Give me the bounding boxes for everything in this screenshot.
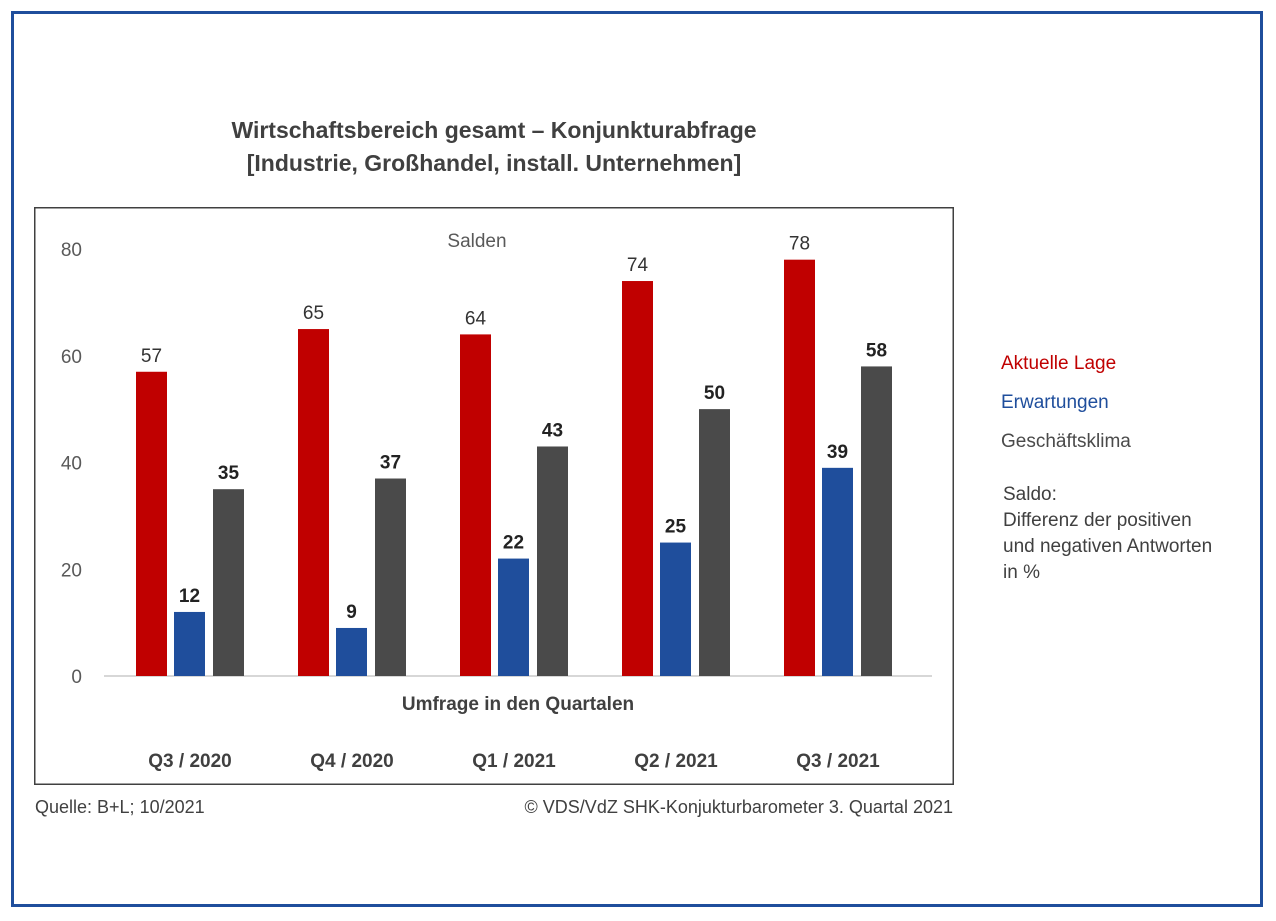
bar-erwartungen <box>498 558 529 676</box>
data-label: 57 <box>141 346 162 367</box>
data-label: 43 <box>542 420 563 441</box>
bar-gesch-ftsklima <box>213 489 244 676</box>
data-label: 50 <box>704 383 725 404</box>
source-text: Quelle: B+L; 10/2021 <box>35 797 205 817</box>
note-line-4: in % <box>1003 562 1040 583</box>
y-tick-label: 80 <box>61 240 82 261</box>
data-label: 64 <box>465 308 487 329</box>
bar-gesch-ftsklima <box>537 446 568 676</box>
data-label: 9 <box>346 602 357 623</box>
bar-gesch-ftsklima <box>861 366 892 676</box>
x-tick-label: Q1 / 2021 <box>472 751 556 772</box>
y-tick-label: 60 <box>61 347 82 368</box>
bar-aktuelle-lage <box>622 281 653 676</box>
inner-label-salden: Salden <box>447 231 506 252</box>
note-line-2: Differenz der positiven <box>1003 510 1192 531</box>
bar-aktuelle-lage <box>460 334 491 676</box>
data-label: 58 <box>866 340 887 361</box>
bar-aktuelle-lage <box>136 371 167 676</box>
x-tick-label: Q2 / 2021 <box>634 751 718 772</box>
legend-entry-erwartungen: Erwartungen <box>1001 392 1109 413</box>
chart-subtitle: [Industrie, Großhandel, install. Unterne… <box>246 150 742 176</box>
y-tick-label: 40 <box>61 454 82 475</box>
x-tick-label: Q3 / 2020 <box>148 751 231 772</box>
chart-title: Wirtschaftsbereich gesamt – Konjunkturab… <box>231 117 757 143</box>
copyright-text: © VDS/VdZ SHK-Konjukturbarometer 3. Quar… <box>524 797 953 817</box>
data-label: 65 <box>303 303 324 324</box>
bar-aktuelle-lage <box>784 259 815 676</box>
data-label: 37 <box>380 453 401 474</box>
legend-entry-geschaeftsklima: Geschäftsklima <box>1001 431 1131 452</box>
x-tick-label: Q3 / 2021 <box>796 751 880 772</box>
data-label: 12 <box>179 586 200 607</box>
bar-erwartungen <box>660 542 691 676</box>
x-tick-label: Q4 / 2020 <box>310 751 393 772</box>
bar-gesch-ftsklima <box>699 409 730 676</box>
data-label: 22 <box>503 533 524 554</box>
bar-erwartungen <box>336 627 367 676</box>
y-tick-label: 20 <box>61 560 82 581</box>
data-label: 25 <box>665 517 687 538</box>
bar-erwartungen <box>174 611 205 676</box>
bar-aktuelle-lage <box>298 329 329 676</box>
bar-gesch-ftsklima <box>375 478 406 676</box>
x-axis-title: Umfrage in den Quartalen <box>402 694 634 715</box>
data-label: 35 <box>218 463 240 484</box>
bar-erwartungen <box>822 467 853 676</box>
data-label: 39 <box>827 442 848 463</box>
legend-entry-aktuelle-lage: Aktuelle Lage <box>1001 353 1117 374</box>
y-tick-label: 0 <box>71 667 82 688</box>
plot-border <box>34 207 954 785</box>
note-line-1: Saldo: <box>1003 484 1057 505</box>
data-label: 74 <box>627 255 649 276</box>
bar-chart: 0 20 40 60 80 Salden 57 12 35 Q3 / 2020 65 9 37 Q4 / … <box>34 207 954 785</box>
note-line-3: und negativen Antworten <box>1003 536 1213 557</box>
data-label: 78 <box>789 234 810 255</box>
